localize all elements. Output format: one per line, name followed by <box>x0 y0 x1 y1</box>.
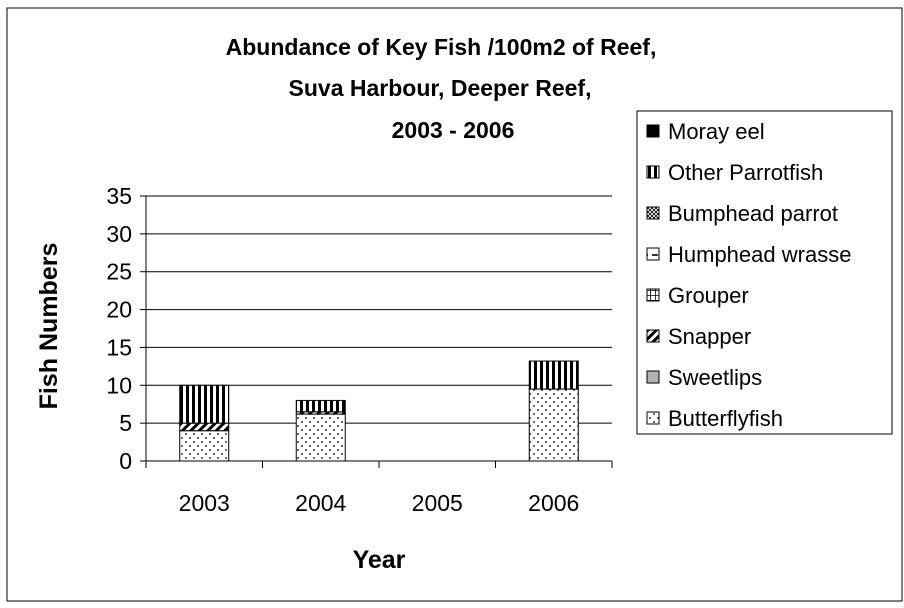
x-tick-label: 2004 <box>295 490 346 516</box>
legend-label-humphead-wrasse: Humphead wrasse <box>668 242 851 267</box>
legend-swatch-moray-eel <box>646 124 660 138</box>
legend-swatch-butterflyfish <box>646 411 660 425</box>
x-tick-label: 2006 <box>528 490 579 516</box>
title-line-2: Suva Harbour, Deeper Reef, <box>289 75 592 101</box>
bar-butterflyfish-2004 <box>295 413 346 462</box>
bar-other-parrotfish-2003 <box>179 384 230 424</box>
y-tick-labels: 0 5 10 15 20 25 30 35 <box>106 183 132 474</box>
x-axis-label: Year <box>353 546 406 574</box>
legend-swatch-sweetlips <box>646 370 660 384</box>
legend-swatch-humphead-wrasse <box>646 247 660 261</box>
legend-box <box>636 110 893 435</box>
bar-butterflyfish-2006 <box>528 388 579 462</box>
x-tick-label: 2005 <box>412 490 463 516</box>
y-tick-label: 10 <box>106 372 132 398</box>
title-line-3: 2003 - 2006 <box>392 117 515 143</box>
bar-butterflyfish-2003 <box>179 430 230 462</box>
y-tick-label: 30 <box>106 221 132 247</box>
legend-label-bumphead-parrot: Bumphead parrot <box>668 201 838 226</box>
legend: Moray eel Other Parrotfish Bumphead parrot… <box>636 110 893 435</box>
y-tick-label: 25 <box>106 259 132 285</box>
y-tick-label: 35 <box>106 183 132 209</box>
legend-swatch-snapper <box>646 329 660 343</box>
legend-swatch-bumphead-parrot <box>646 206 660 220</box>
bar-other-parrotfish-2004 <box>295 399 346 413</box>
title-line-1: Abundance of Key Fish /100m2 of Reef, <box>226 34 657 60</box>
y-axis-label: Fish Numbers <box>35 243 63 410</box>
legend-label-sweetlips: Sweetlips <box>668 365 762 390</box>
chart-title: Abundance of Key Fish /100m2 of Reef, Su… <box>226 34 657 143</box>
legend-swatch-grouper <box>646 288 660 302</box>
legend-label-other-parrotfish: Other Parrotfish <box>668 160 823 185</box>
bars-layer <box>179 360 579 462</box>
legend-label-snapper: Snapper <box>668 324 751 349</box>
legend-label-grouper: Grouper <box>668 283 749 308</box>
chart-border <box>6 7 903 602</box>
legend-label-moray-eel: Moray eel <box>668 119 765 144</box>
y-tick-label: 20 <box>106 297 132 323</box>
y-tick-label: 5 <box>119 410 132 436</box>
legend-label-butterflyfish: Butterflyfish <box>668 406 783 431</box>
legend-items: Moray eel Other Parrotfish Bumphead parrot… <box>646 119 851 431</box>
bar-other-parrotfish-2006 <box>528 360 579 390</box>
axes-layer <box>140 195 613 468</box>
y-tick-label: 0 <box>119 448 132 474</box>
x-tick-labels: 2003 2004 2005 2006 <box>179 490 580 516</box>
bar-snapper-2003 <box>179 422 230 432</box>
legend-swatch-other-parrotfish <box>646 165 660 179</box>
x-tick-label: 2003 <box>179 490 230 516</box>
y-tick-label: 15 <box>106 334 132 360</box>
